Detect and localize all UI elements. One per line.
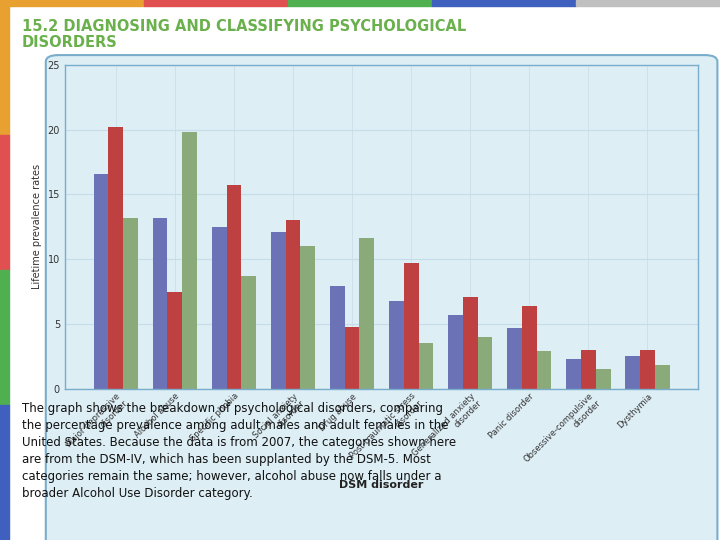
Bar [168,292,182,389]
Bar [389,301,404,389]
Bar [595,369,611,389]
Bar [418,343,433,389]
Bar [212,227,227,389]
Bar [123,218,138,389]
X-axis label: DSM disorder: DSM disorder [339,480,424,490]
Bar [581,350,595,389]
Bar [404,263,418,389]
Bar [182,132,197,389]
Bar [463,297,477,389]
Bar [345,327,359,389]
Bar [536,351,552,389]
Bar [227,185,241,389]
Bar [507,328,522,389]
Bar [477,337,492,389]
Text: DISORDERS: DISORDERS [22,35,117,50]
Bar [300,246,315,389]
Bar [271,232,286,389]
Bar [241,276,256,389]
Bar [330,286,345,389]
Bar [286,220,300,389]
Text: 15.2 DIAGNOSING AND CLASSIFYING PSYCHOLOGICAL: 15.2 DIAGNOSING AND CLASSIFYING PSYCHOLO… [22,19,466,34]
Bar [522,306,536,389]
Bar [153,218,168,389]
Bar [654,366,670,389]
Bar [359,239,374,389]
FancyBboxPatch shape [46,55,717,540]
Bar [625,356,640,389]
Y-axis label: Lifetime prevalence rates: Lifetime prevalence rates [32,164,42,289]
Text: The graph shows the breakdown of psychological disorders, comparing
the percenta: The graph shows the breakdown of psychol… [22,402,456,500]
Bar [448,315,463,389]
Bar [109,127,123,389]
Bar [566,359,581,389]
Bar [94,174,109,389]
Bar [640,350,654,389]
